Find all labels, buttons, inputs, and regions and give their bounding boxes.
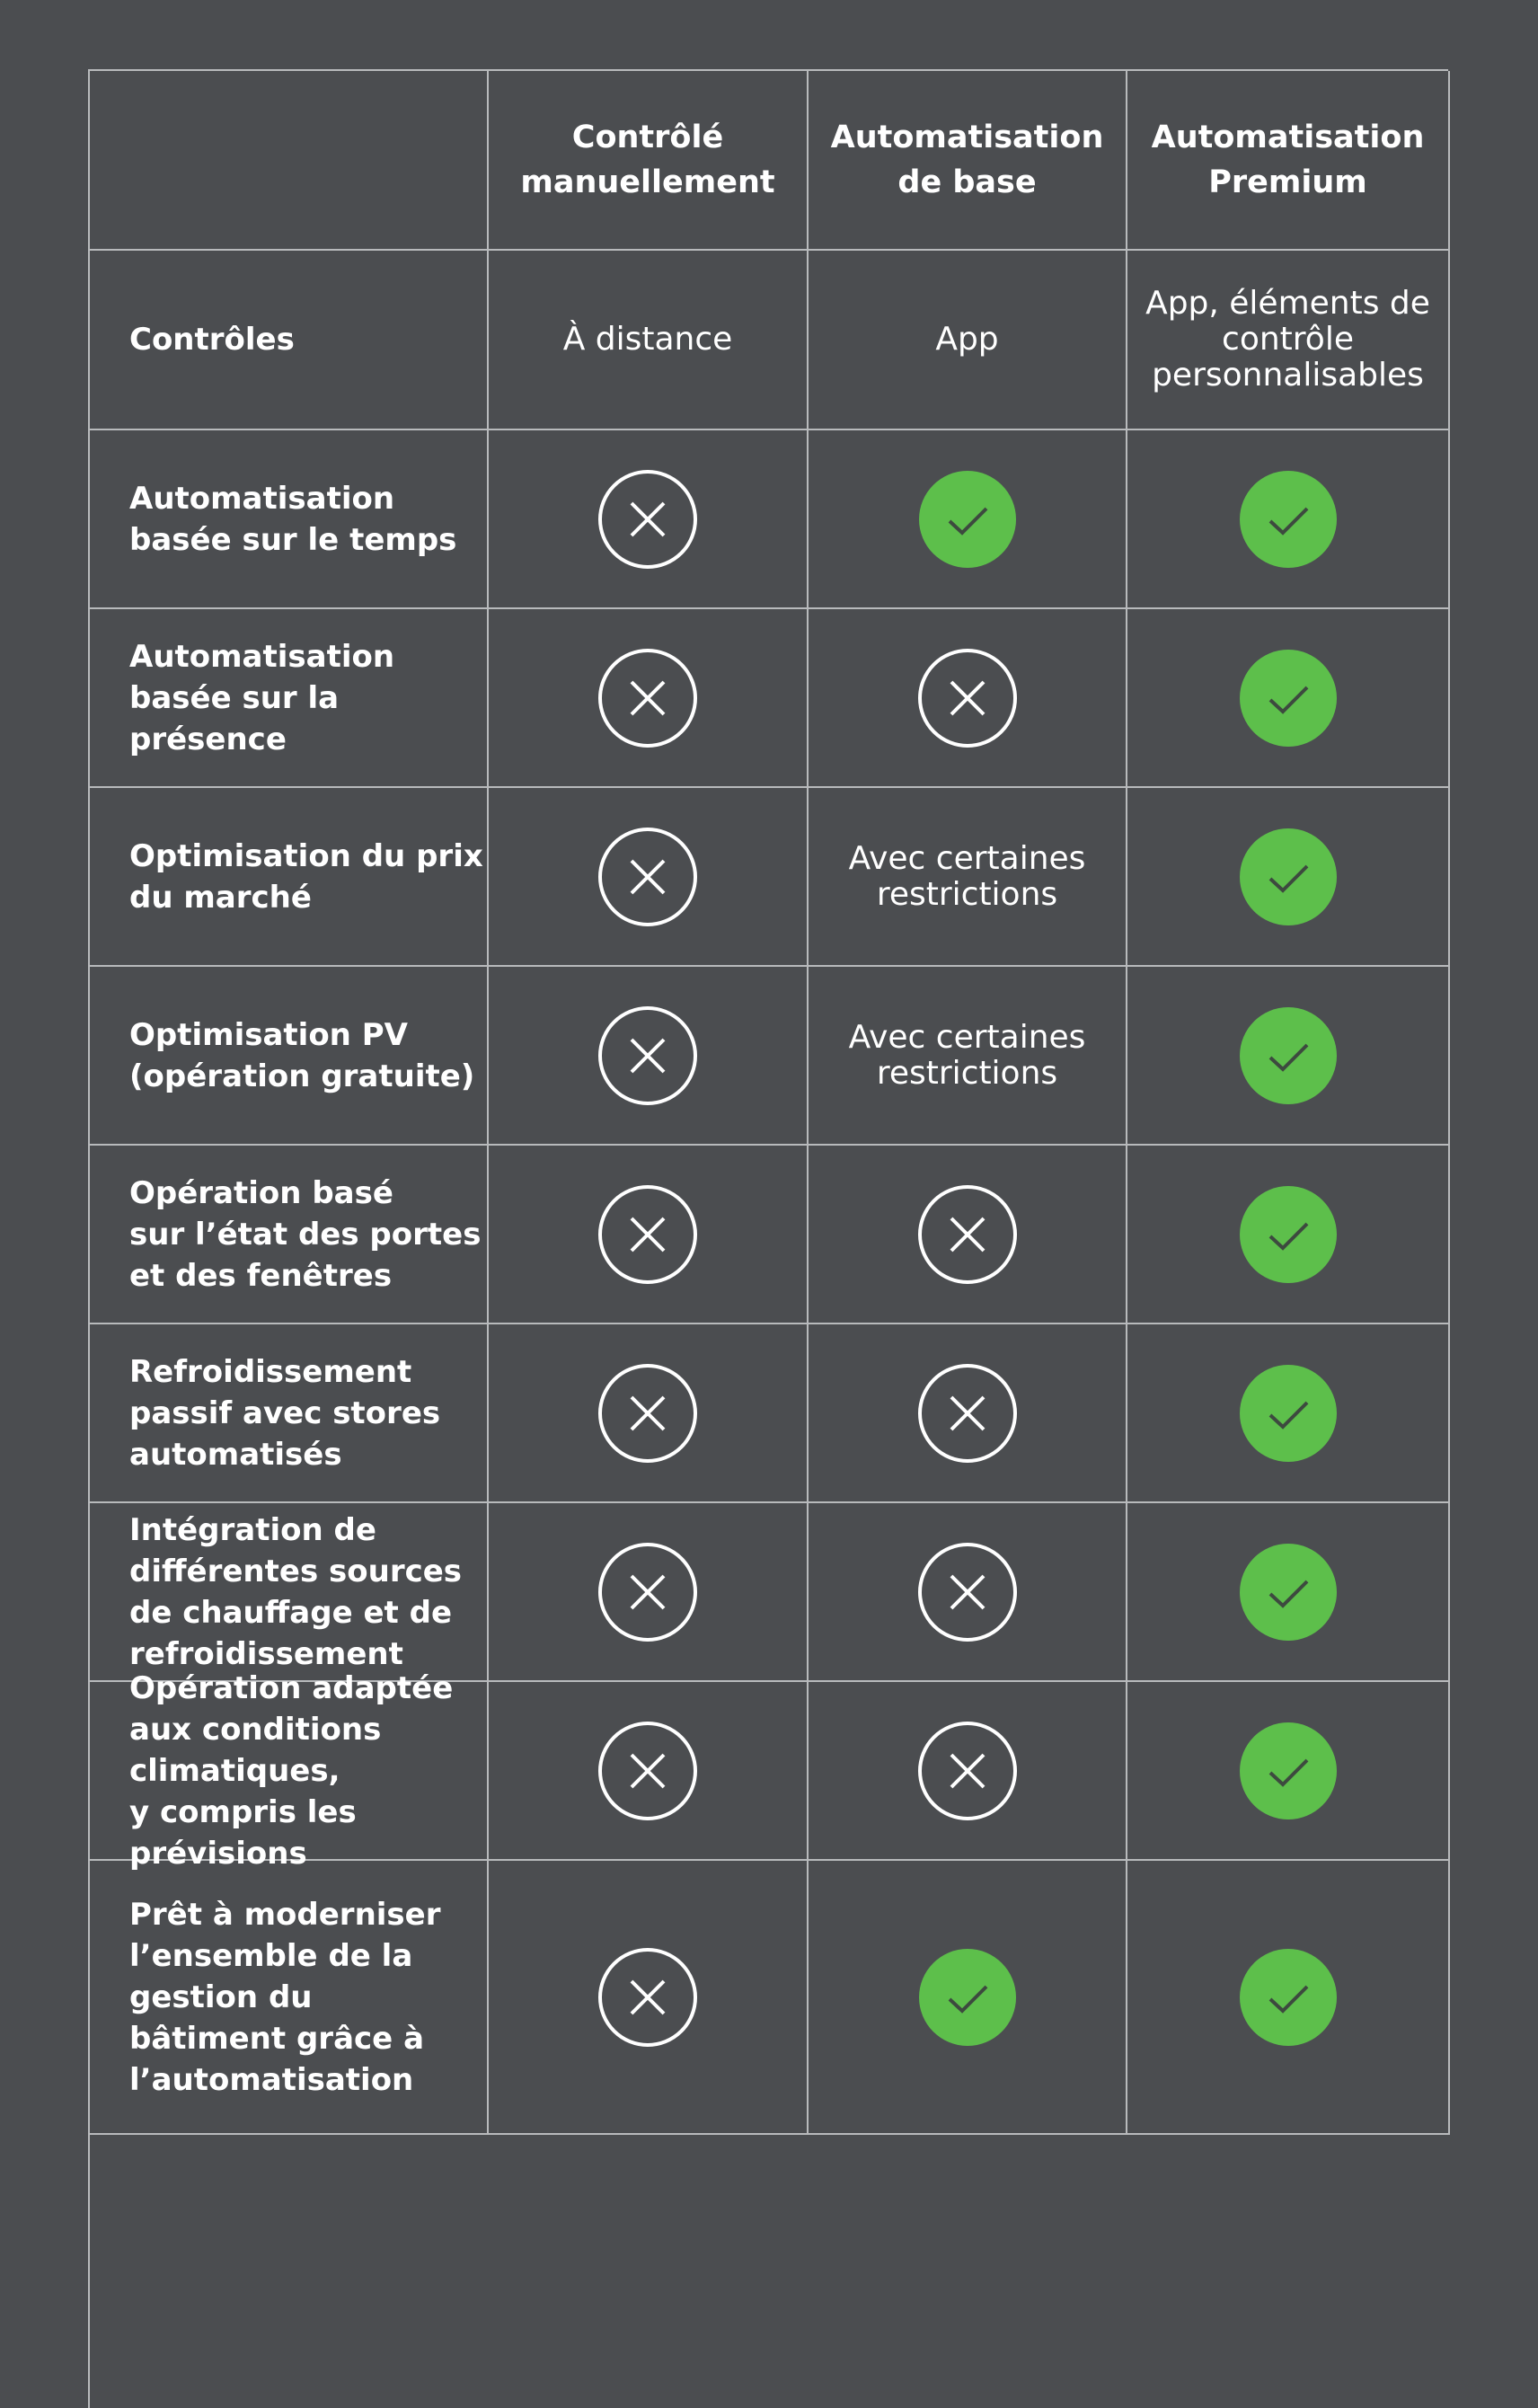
row-label: Optimisation du prix du marché [90, 788, 489, 967]
icon-cell [489, 1324, 809, 1503]
icon-cell [1127, 609, 1450, 788]
check-icon [918, 1948, 1016, 2046]
icon-cell [1127, 1861, 1450, 2135]
cross-icon [598, 648, 697, 748]
row-label: Opération adaptée aux conditions climati… [90, 1670, 489, 1872]
icon-cell [809, 1682, 1127, 1861]
icon-cell [809, 1324, 1127, 1503]
check-icon [1239, 1185, 1337, 1283]
icon-cell [489, 1861, 809, 2135]
check-icon [1239, 470, 1337, 568]
cross-icon [598, 1721, 697, 1820]
text-cell: Avec certaines restrictions [809, 788, 1127, 967]
comparison-table: Contrôlé manuellement Automatisation de b… [88, 69, 1450, 2408]
icon-cell [489, 788, 809, 967]
page: Contrôlé manuellement Automatisation de b… [88, 69, 1450, 2408]
row-label: Automatisation basée sur la présence [90, 609, 489, 788]
text-cell: App [809, 251, 1127, 430]
cross-icon [917, 1363, 1017, 1463]
icon-cell [489, 1503, 809, 1682]
icon-cell [489, 430, 809, 609]
icon-cell [809, 1146, 1127, 1324]
icon-cell [1127, 1324, 1450, 1503]
icon-cell [489, 1682, 809, 1861]
icon-cell [489, 609, 809, 788]
check-icon [1239, 1722, 1337, 1819]
row-label: Opération basé sur l’état des portes et … [90, 1146, 489, 1324]
check-icon [1239, 1006, 1337, 1104]
cross-icon [917, 1184, 1017, 1284]
cross-icon [917, 1721, 1017, 1820]
row-label: Intégration de différentes sources de ch… [90, 1503, 489, 1682]
cross-icon [598, 1947, 697, 2047]
row-label: Contrôles [90, 251, 489, 430]
icon-cell [809, 1503, 1127, 1682]
cross-icon [598, 1184, 697, 1284]
column-header: Automatisation de base [809, 71, 1127, 251]
icon-cell [489, 967, 809, 1146]
cross-icon [917, 1542, 1017, 1642]
icon-cell [1127, 1682, 1450, 1861]
cross-icon [598, 1542, 697, 1642]
check-icon [1239, 828, 1337, 925]
corner-cell [90, 71, 489, 251]
icon-cell [1127, 1146, 1450, 1324]
icon-cell [809, 1861, 1127, 2135]
check-icon [1239, 649, 1337, 747]
row-label: Prêt à moderniser l’ensemble de la gesti… [90, 1861, 489, 2135]
check-icon [1239, 1948, 1337, 2046]
row-label: Automatisation basée sur le temps [90, 430, 489, 609]
icon-cell [1127, 1503, 1450, 1682]
check-icon [1239, 1543, 1337, 1641]
check-icon [1239, 1364, 1337, 1462]
column-header: Contrôlé manuellement [489, 71, 809, 251]
row-label: Refroidissement passif avec stores autom… [90, 1324, 489, 1503]
icon-cell [1127, 788, 1450, 967]
text-cell: App, éléments de contrôle personnalisabl… [1127, 251, 1450, 430]
icon-cell [809, 609, 1127, 788]
column-header: Automatisation Premium [1127, 71, 1450, 251]
cross-icon [598, 1005, 697, 1105]
text-cell: À distance [489, 251, 809, 430]
text-cell: Avec certaines restrictions [809, 967, 1127, 1146]
check-icon [918, 470, 1016, 568]
icon-cell [1127, 967, 1450, 1146]
icon-cell [489, 1146, 809, 1324]
icon-cell [809, 430, 1127, 609]
cross-icon [598, 827, 697, 926]
cross-icon [598, 469, 697, 569]
icon-cell [1127, 430, 1450, 609]
row-label: Optimisation PV (opération gratuite) [90, 967, 489, 1146]
cross-icon [598, 1363, 697, 1463]
cross-icon [917, 648, 1017, 748]
